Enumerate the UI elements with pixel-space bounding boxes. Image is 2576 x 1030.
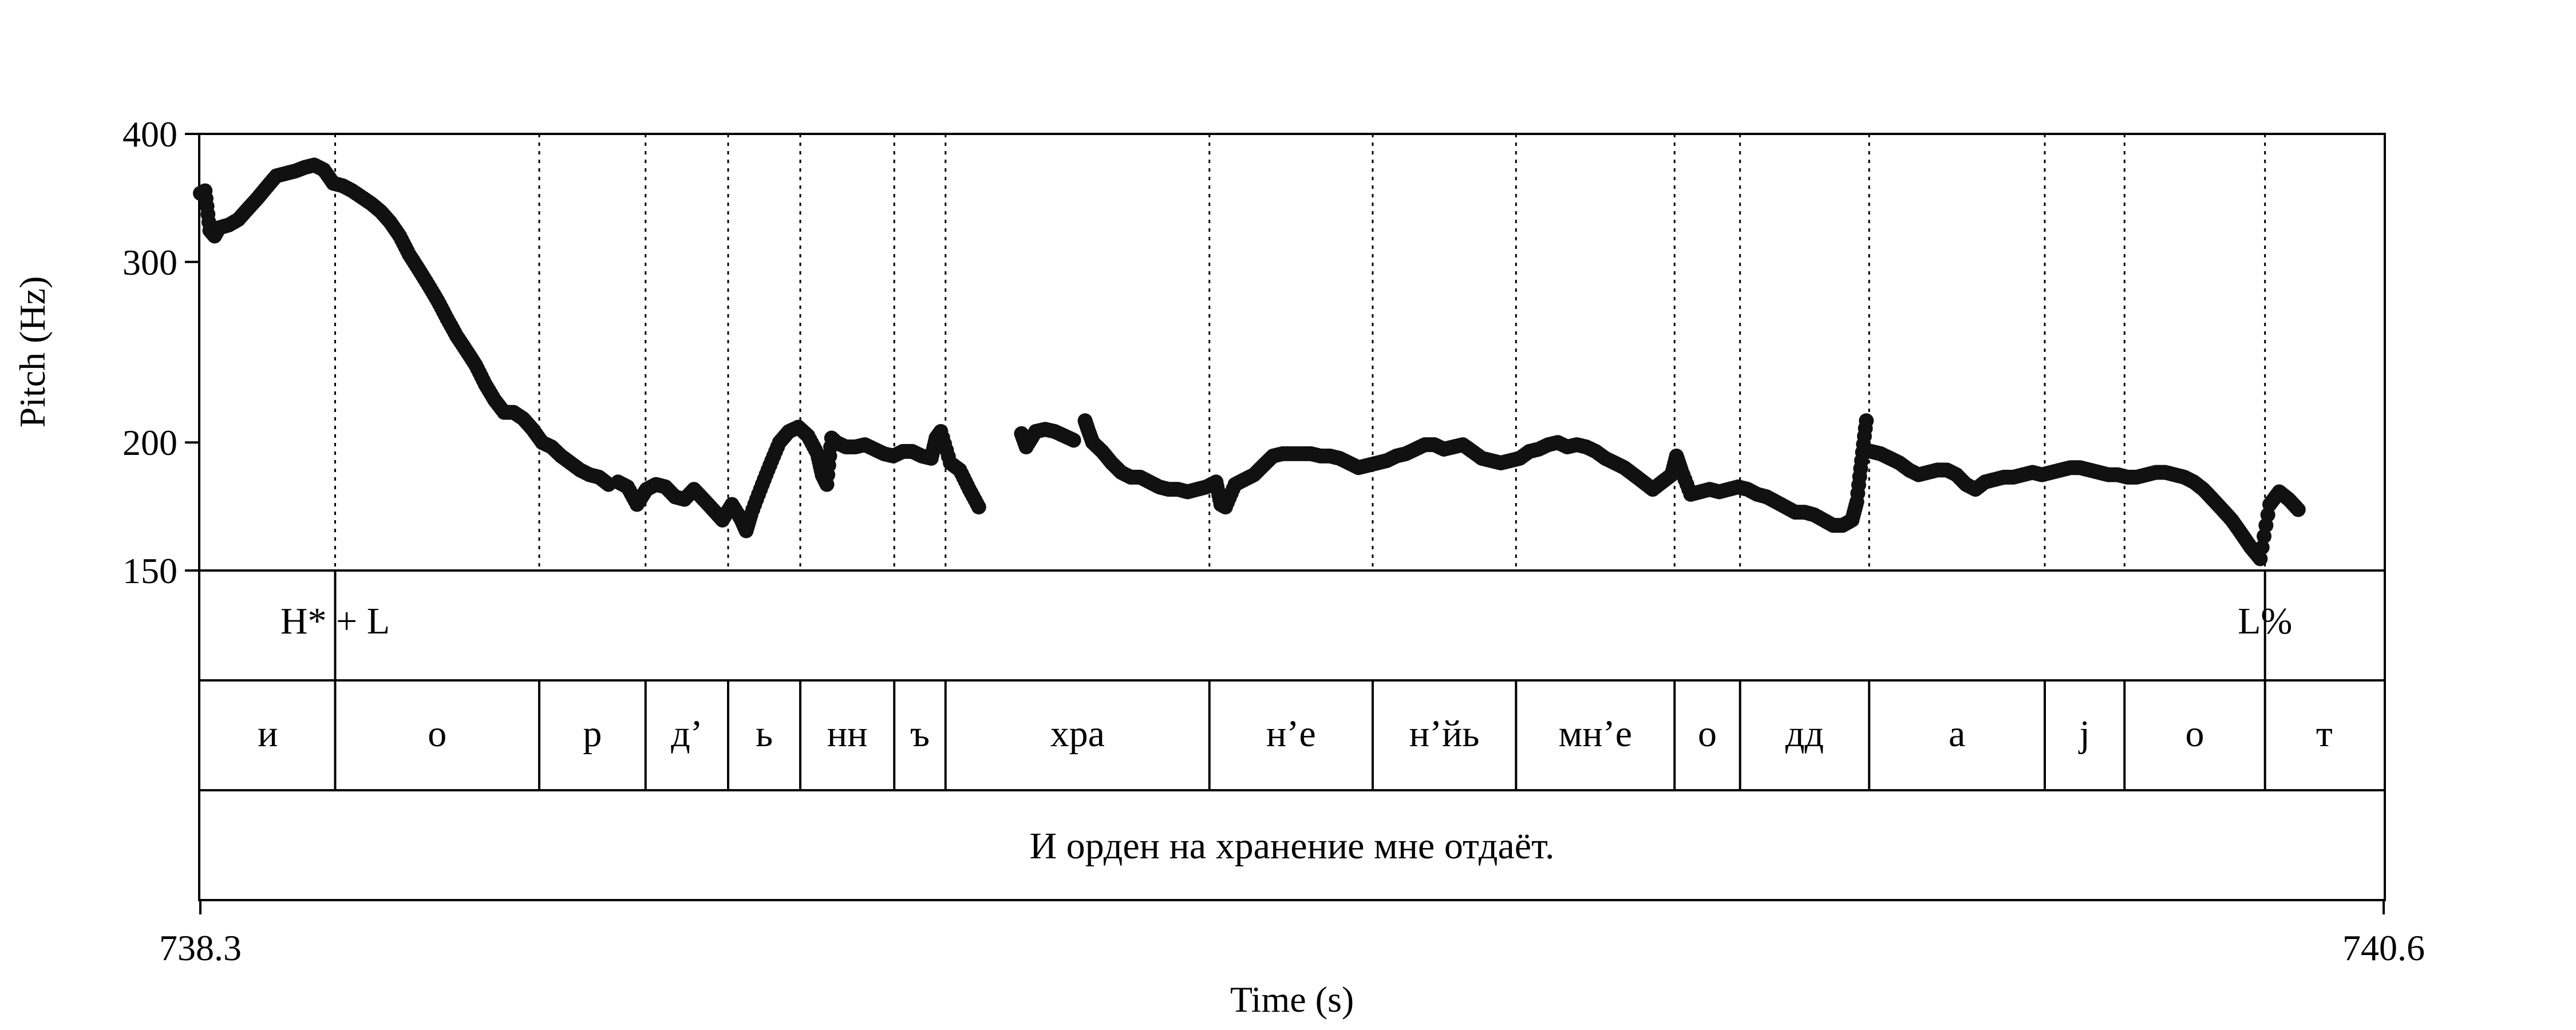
segment-label: р [583,713,602,755]
segment-label: о [428,713,447,755]
pitch-point [2254,540,2270,555]
y-tick-label: 150 [123,550,177,591]
pitch-point [1066,433,1081,448]
segment-label: т [2316,713,2333,755]
segment-label: нн [827,713,868,755]
segment-boundary-lines [334,134,2266,571]
x-axis-title: Time (s) [1230,979,1354,1020]
segment-label: о [2186,713,2204,755]
tone-tier-frame [198,569,2386,682]
segment-label: д’ [671,713,703,755]
pitch-points [193,157,2306,566]
x-tick-label-end: 740.6 [2342,928,2425,968]
segment-cells: и о р д’ ь нн ъ хра н’е н’йь мн’е о дд а j о т [258,680,2333,790]
pitch-point [971,500,986,515]
tone-marks: H* + L L% [280,571,2292,680]
x-axis: 738.3 740.6 Time (s) [159,900,2425,1020]
segment-label: н’йь [1409,713,1480,755]
segment-label: о [1698,713,1717,755]
pitch-point [2253,551,2268,566]
x-tick-label-start: 738.3 [159,928,242,968]
y-tick-label: 400 [123,114,177,154]
segment-label: ь [756,713,773,755]
segment-label: и [258,713,278,755]
segment-label: ъ [910,713,930,755]
pitch-point [2290,502,2306,517]
pitch-point [1859,413,1874,429]
tone-tier: H* + L L% [198,569,2386,682]
segment-label: н’е [1266,713,1316,755]
sentence-label: И орден на хранение мне отдаёт. [1030,825,1555,867]
y-axis-title: Pitch (Hz) [12,276,53,428]
segment-label: хра [1050,713,1105,755]
segment-label: мн’е [1559,713,1632,755]
tone-label: L% [2238,600,2292,642]
segment-label: дд [1785,713,1824,755]
sentence-tier: И орден на хранение мне отдаёт. [198,789,2386,901]
plot-frame [198,133,2386,572]
tone-label: H* + L [280,600,390,642]
segment-tier: и о р д’ ь нн ъ хра н’е н’йь мн’е о дд а j о т [198,679,2386,791]
segment-label: j [2078,713,2089,755]
y-tick-label: 300 [123,242,177,283]
sentence-tier-frame [198,789,2386,901]
plot-area [193,133,2386,572]
y-tick-label: 200 [123,422,177,463]
y-axis: 150 200 300 400 [123,114,199,591]
segment-label: а [1949,713,1965,755]
